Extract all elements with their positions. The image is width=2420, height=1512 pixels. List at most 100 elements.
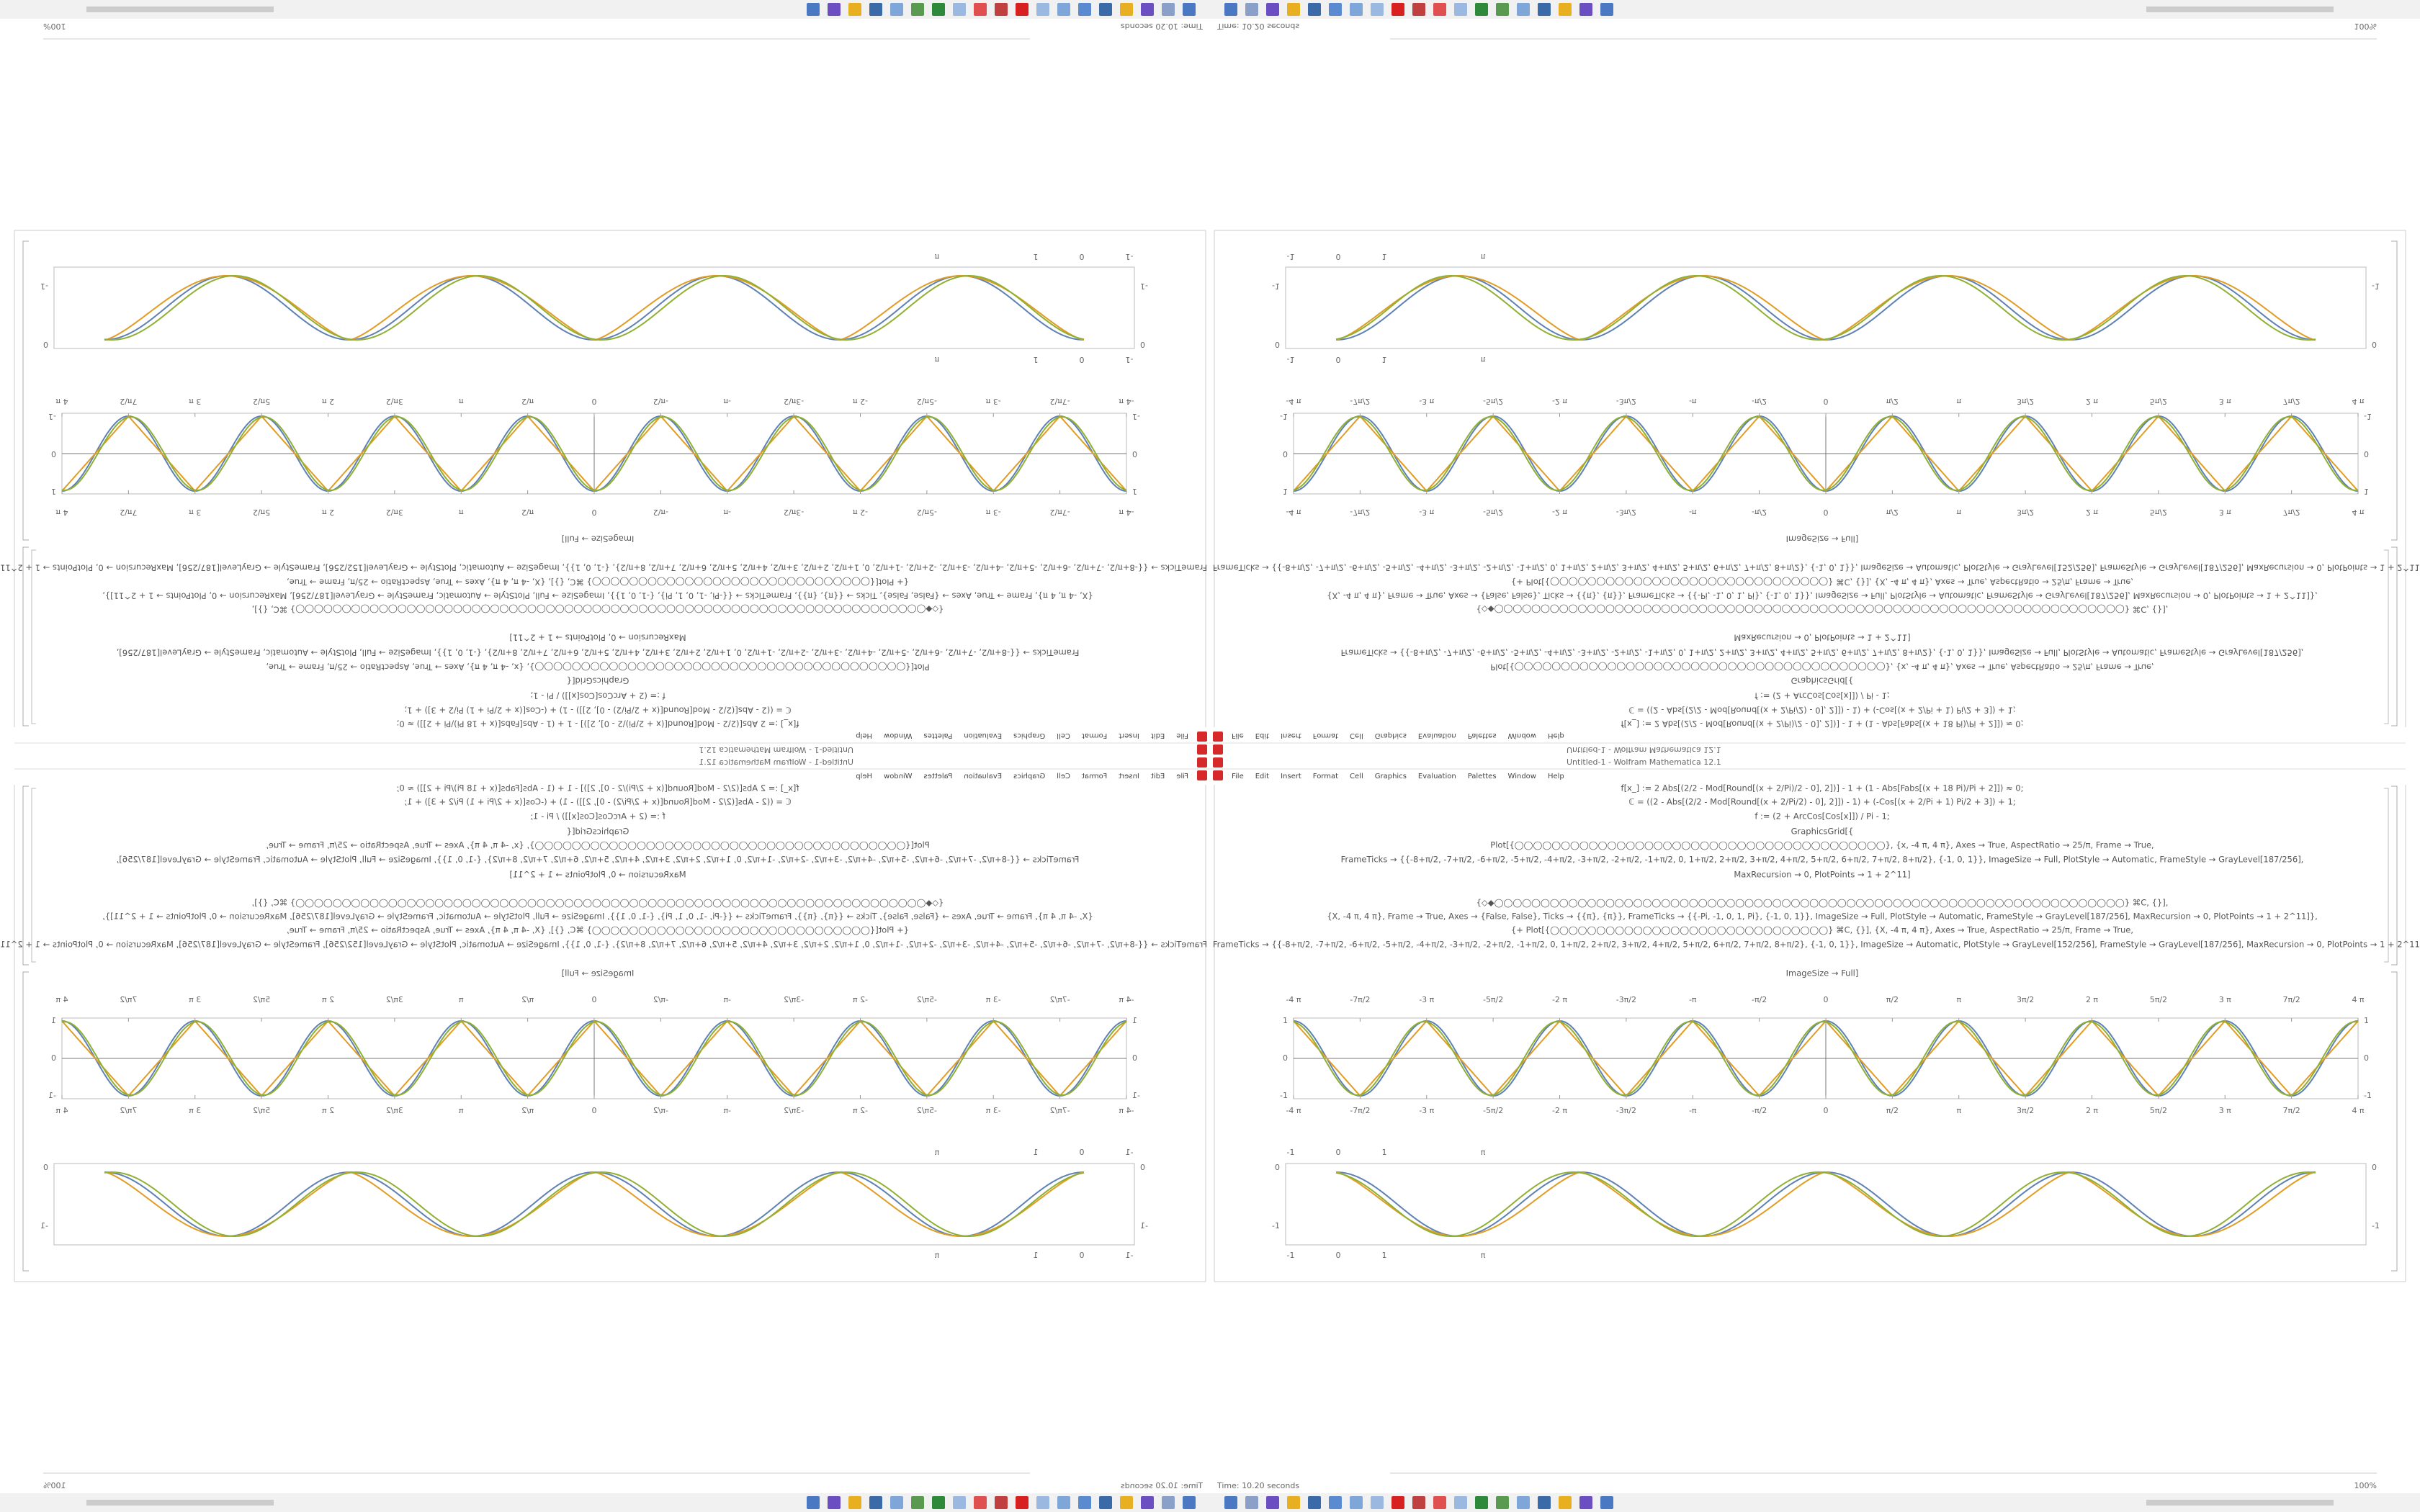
taskbar-icon[interactable] xyxy=(1036,1496,1049,1509)
taskbar-icon[interactable] xyxy=(1412,3,1425,16)
taskbar-icon[interactable] xyxy=(869,3,882,16)
taskbar-icon[interactable] xyxy=(1454,3,1467,16)
menu-item[interactable]: Edit xyxy=(1255,773,1269,780)
taskbar-icon[interactable] xyxy=(1308,1496,1321,1509)
taskbar-icon[interactable] xyxy=(1036,3,1049,16)
taskbar-icon[interactable] xyxy=(848,1496,861,1509)
taskbar-icon[interactable] xyxy=(1245,3,1258,16)
taskbar-icon[interactable] xyxy=(974,1496,987,1509)
taskbar-icon[interactable] xyxy=(1433,3,1446,16)
taskbar-icon[interactable] xyxy=(911,1496,924,1509)
taskbar-icon[interactable] xyxy=(1078,3,1091,16)
taskbar-icon[interactable] xyxy=(1579,3,1592,16)
menu-item[interactable]: Edit xyxy=(1151,732,1165,739)
taskbar-icon[interactable] xyxy=(953,1496,966,1509)
taskbar-icon[interactable] xyxy=(1579,1496,1592,1509)
menu-item[interactable]: Cell xyxy=(1350,773,1363,780)
menu-item[interactable]: Window xyxy=(884,773,912,780)
taskbar-icon[interactable] xyxy=(807,3,820,16)
taskbar-icon[interactable] xyxy=(1120,3,1133,16)
taskbar-icon[interactable] xyxy=(1078,1496,1091,1509)
taskbar-icon[interactable] xyxy=(869,1496,882,1509)
menu-item[interactable]: Insert xyxy=(1281,732,1301,739)
taskbar-icon[interactable] xyxy=(1559,1496,1572,1509)
taskbar-icon[interactable] xyxy=(1057,3,1070,16)
taskbar-icon[interactable] xyxy=(1412,1496,1425,1509)
taskbar-icon[interactable] xyxy=(1538,3,1551,16)
taskbar-icon[interactable] xyxy=(1454,1496,1467,1509)
taskbar-icon[interactable] xyxy=(1183,1496,1196,1509)
taskbar-icon[interactable] xyxy=(1329,1496,1342,1509)
menu-item[interactable]: Evaluation xyxy=(1418,732,1456,739)
taskbar-icon[interactable] xyxy=(1141,3,1154,16)
menu-item[interactable]: File xyxy=(1176,732,1188,739)
menu-item[interactable]: Graphics xyxy=(1013,773,1045,780)
menu-item[interactable]: Format xyxy=(1313,732,1338,739)
taskbar-icon[interactable] xyxy=(974,3,987,16)
taskbar-icon[interactable] xyxy=(1287,3,1300,16)
taskbar-icon[interactable] xyxy=(848,3,861,16)
menu-item[interactable]: Window xyxy=(1508,732,1536,739)
menu-item[interactable]: Graphics xyxy=(1375,732,1407,739)
menu-item[interactable]: Cell xyxy=(1057,732,1070,739)
taskbar-icon[interactable] xyxy=(1475,3,1488,16)
menu-item[interactable]: Palettes xyxy=(923,773,952,780)
taskbar-icon[interactable] xyxy=(1224,3,1237,16)
taskbar-icon[interactable] xyxy=(1162,3,1175,16)
taskbar-icon[interactable] xyxy=(1016,1496,1028,1509)
taskbar-icon[interactable] xyxy=(828,3,841,16)
taskbar-icon[interactable] xyxy=(1517,3,1530,16)
taskbar-icon[interactable] xyxy=(995,1496,1008,1509)
taskbar-icon[interactable] xyxy=(932,3,945,16)
taskbar-icon[interactable] xyxy=(1559,3,1572,16)
menu-item[interactable]: File xyxy=(1232,773,1244,780)
taskbar-icon[interactable] xyxy=(1308,3,1321,16)
menu-item[interactable]: Format xyxy=(1082,773,1107,780)
menu-item[interactable]: Window xyxy=(1508,773,1536,780)
menu-item[interactable]: Insert xyxy=(1119,732,1139,739)
taskbar-icon[interactable] xyxy=(1287,1496,1300,1509)
taskbar-icon[interactable] xyxy=(1371,1496,1384,1509)
menu-item[interactable]: Palettes xyxy=(923,732,952,739)
taskbar-icon[interactable] xyxy=(1099,1496,1112,1509)
menu-item[interactable]: Edit xyxy=(1151,773,1165,780)
taskbar-icon[interactable] xyxy=(1016,3,1028,16)
taskbar-icon[interactable] xyxy=(1600,1496,1613,1509)
taskbar-icon[interactable] xyxy=(890,1496,903,1509)
taskbar-icon[interactable] xyxy=(1099,3,1112,16)
menu-item[interactable]: Insert xyxy=(1281,773,1301,780)
menu-item[interactable]: Cell xyxy=(1057,773,1070,780)
menu-item[interactable]: Graphics xyxy=(1013,732,1045,739)
menu-item[interactable]: Help xyxy=(856,773,872,780)
taskbar-icon[interactable] xyxy=(932,1496,945,1509)
taskbar-icon[interactable] xyxy=(1475,1496,1488,1509)
taskbar-icon[interactable] xyxy=(911,3,924,16)
taskbar-icon[interactable] xyxy=(1600,3,1613,16)
taskbar-icon[interactable] xyxy=(1162,1496,1175,1509)
taskbar-icon[interactable] xyxy=(953,3,966,16)
menu-item[interactable]: Palettes xyxy=(1468,732,1497,739)
menu-item[interactable]: Window xyxy=(884,732,912,739)
taskbar-icon[interactable] xyxy=(1120,1496,1133,1509)
taskbar-icon[interactable] xyxy=(1538,1496,1551,1509)
menu-item[interactable]: File xyxy=(1176,773,1188,780)
menu-item[interactable]: Help xyxy=(1548,773,1564,780)
taskbar-icon[interactable] xyxy=(1433,1496,1446,1509)
menu-item[interactable]: Insert xyxy=(1119,773,1139,780)
menu-item[interactable]: Format xyxy=(1313,773,1338,780)
menu-item[interactable]: Cell xyxy=(1350,732,1363,739)
taskbar-icon[interactable] xyxy=(807,1496,820,1509)
taskbar-icon[interactable] xyxy=(1266,3,1279,16)
taskbar-icon[interactable] xyxy=(828,1496,841,1509)
taskbar-icon[interactable] xyxy=(1371,3,1384,16)
menu-item[interactable]: Evaluation xyxy=(964,732,1002,739)
menu-item[interactable]: Edit xyxy=(1255,732,1269,739)
taskbar-icon[interactable] xyxy=(995,3,1008,16)
menu-item[interactable]: Format xyxy=(1082,732,1107,739)
menu-item[interactable]: File xyxy=(1232,732,1244,739)
menu-item[interactable]: Palettes xyxy=(1468,773,1497,780)
menu-item[interactable]: Help xyxy=(1548,732,1564,739)
taskbar-icon[interactable] xyxy=(1057,1496,1070,1509)
taskbar-icon[interactable] xyxy=(1517,1496,1530,1509)
taskbar-icon[interactable] xyxy=(1350,1496,1363,1509)
